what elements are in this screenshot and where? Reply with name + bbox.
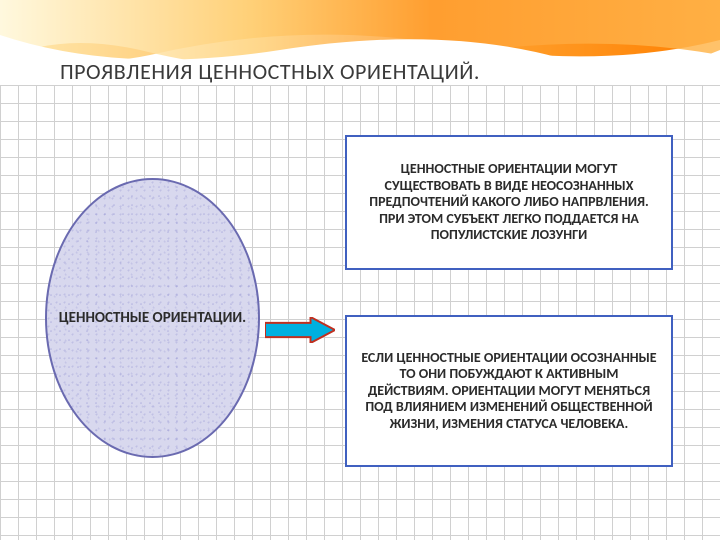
- box-unconscious-preferences: ЦЕННОСТНЫЕ ОРИЕНТАЦИИ МОГУТ СУЩЕСТВОВАТЬ…: [345, 135, 673, 270]
- arrow-right: [265, 317, 335, 343]
- ellipse-value-orientations: ЦЕННОСТНЫЕ ОРИЕНТАЦИИ.: [45, 178, 260, 458]
- box-conscious-actions: ЕСЛИ ЦЕННОСТНЫЕ ОРИЕНТАЦИИ ОСОЗНАННЫЕ ТО…: [345, 315, 673, 467]
- page-title: ПРОЯВЛЕНИЯ ЦЕННОСТНЫХ ОРИЕНТАЦИЙ.: [60, 58, 480, 85]
- box2-text: ЕСЛИ ЦЕННОСТНЫЕ ОРИЕНТАЦИИ ОСОЗНАННЫЕ ТО…: [359, 350, 659, 433]
- box1-text: ЦЕННОСТНЫЕ ОРИЕНТАЦИИ МОГУТ СУЩЕСТВОВАТЬ…: [359, 161, 659, 244]
- ellipse-label: ЦЕННОСТНЫЕ ОРИЕНТАЦИИ.: [59, 309, 246, 327]
